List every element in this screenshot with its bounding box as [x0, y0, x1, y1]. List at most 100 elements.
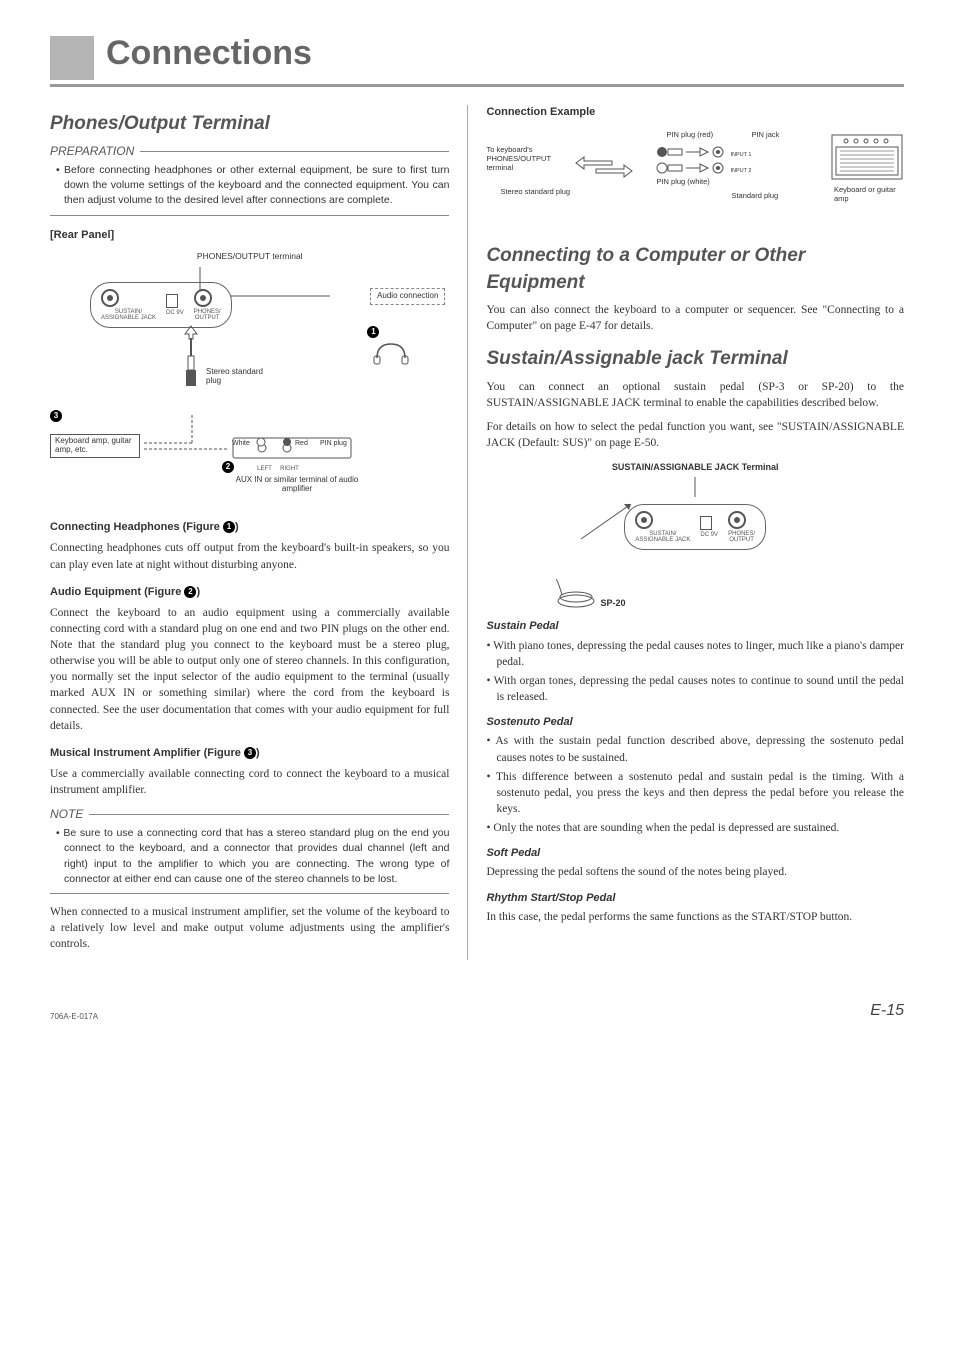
red-plug-label: Red [295, 440, 308, 447]
heading-computer: Connecting to a Computer or Other Equipm… [486, 243, 904, 296]
marker-2-icon: 2 [222, 461, 234, 473]
page-footer: 706A-E-017A E-15 [50, 1000, 904, 1022]
standard-plug-label: Standard plug [731, 191, 778, 200]
white-plug-label: White [232, 440, 250, 447]
amplifier-icon [232, 433, 352, 463]
white-plug-icon [256, 437, 266, 447]
page-title-bar: Connections [50, 30, 904, 80]
phones-jack-label-2: PHONES/ OUTPUT [728, 531, 755, 543]
computer-body: You can also connect the keyboard to a c… [486, 302, 904, 334]
connection-example-heading: Connection Example [486, 105, 904, 120]
sustain-body-2: For details on how to select the pedal f… [486, 419, 904, 451]
rhythm-pedal-heading: Rhythm Start/Stop Pedal [486, 891, 904, 906]
preparation-label: PREPARATION [50, 143, 449, 160]
connecting-headphones-body: Connecting headphones cuts off output fr… [50, 540, 449, 572]
sustain-jack-diagram: SUSTAIN/ASSIGNABLE JACK Terminal SUSTAIN… [486, 459, 904, 609]
preparation-note: Before connecting headphones or other ex… [50, 163, 449, 209]
marker-1-icon: 1 [367, 326, 379, 338]
rhythm-pedal-body: In this case, the pedal performs the sam… [486, 909, 904, 925]
sost-li-1: As with the sustain pedal function descr… [496, 733, 904, 765]
audio-equipment-heading: Audio Equipment (Figure 2) [50, 585, 449, 600]
title-block-accent [50, 36, 94, 80]
input1-label: INPUT 1 [730, 152, 751, 159]
marker-3-icon: 3 [50, 410, 62, 422]
sost-li-3: Only the notes that are sounding when th… [496, 820, 904, 836]
dc-jack-icon-2 [700, 516, 712, 530]
aux-in-label: AUX IN or similar terminal of audio ampl… [232, 476, 362, 494]
marker-3-ref-icon: 3 [244, 747, 256, 759]
sustain-pedal-list: With piano tones, depressing the pedal c… [486, 638, 904, 705]
audio-connection-box: Audio connection [370, 288, 445, 305]
musical-amp-heading: Musical Instrument Amplifier (Figure 3) [50, 746, 449, 761]
footer-code: 706A-E-017A [50, 1011, 98, 1022]
guitar-amp-icon [826, 133, 904, 183]
headphones-icon [371, 340, 411, 366]
marker-2-ref-icon: 2 [184, 586, 196, 598]
sostenuto-list: As with the sustain pedal function descr… [486, 733, 904, 836]
title-rule [50, 84, 904, 87]
arrow-up-icon [183, 324, 199, 340]
marker-1-ref-icon: 1 [223, 521, 235, 533]
audio-connection-label: Audio connection [377, 291, 438, 300]
diagram-connector-line [170, 262, 250, 322]
sostenuto-heading: Sostenuto Pedal [486, 715, 904, 730]
left-column: Phones/Output Terminal PREPARATION Befor… [50, 105, 468, 961]
sustain-jack-icon [101, 289, 119, 307]
kb-guitar-amp-label: Keyboard or guitar amp [834, 185, 904, 203]
phones-jack-icon-2 [728, 511, 746, 529]
red-plug-icon [282, 437, 292, 447]
preparation-text: PREPARATION [50, 143, 134, 160]
audio-equipment-body: Connect the keyboard to an audio equipme… [50, 605, 449, 734]
sustain-li-2: With organ tones, depressing the pedal c… [496, 673, 904, 705]
connecting-headphones-text: Connecting Headphones (Figure [50, 521, 223, 533]
stereo-plug-label: Stereo standard plug [206, 368, 276, 386]
pedal-arrow-icon [576, 494, 646, 544]
stereo-plug-icon [182, 338, 200, 388]
sustain-jack-label: SUSTAIN/ ASSIGNABLE JACK [101, 309, 156, 321]
amp-dashed-lines [144, 413, 244, 458]
to-keyboard-label: To keyboard's PHONES/OUTPUT terminal [486, 145, 576, 172]
note-bullet: Be sure to use a connecting cord that ha… [50, 826, 449, 887]
when-connected-body: When connected to a musical instrument a… [50, 904, 449, 952]
stereo-std-plug-label: Stereo standard plug [500, 187, 570, 196]
note-rule-bottom [50, 893, 449, 894]
connection-example-diagram: To keyboard's PHONES/OUTPUT terminal Ste… [486, 125, 904, 225]
musical-amp-text: Musical Instrument Amplifier (Figure [50, 747, 244, 759]
sustain-li-1: With piano tones, depressing the pedal c… [496, 638, 904, 670]
pin-plug-white-label: PIN plug (white) [656, 177, 709, 186]
red-pin-row-icon [656, 145, 726, 159]
heading-sustain-jack: Sustain/Assignable jack Terminal [486, 346, 904, 373]
pin-plug-red-label: PIN plug (red) [666, 130, 713, 139]
note-label: NOTE [50, 806, 449, 823]
sustain-pointer-line [693, 477, 697, 497]
sustain-terminal-label: SUSTAIN/ASSIGNABLE JACK Terminal [486, 463, 904, 473]
musical-amp-body: Use a commercially available connecting … [50, 766, 449, 798]
pin-plug-label: PIN plug [320, 440, 347, 447]
keyboard-amp-box: Keyboard amp, guitar amp, etc. [50, 434, 140, 458]
right-column: Connection Example To keyboard's PHONES/… [468, 105, 904, 961]
sp20-label: SP-20 [600, 599, 625, 609]
footer-page-number: E-15 [870, 1000, 904, 1022]
note-text: NOTE [50, 806, 83, 823]
audio-connection-line [230, 295, 330, 297]
page-title: Connections [106, 30, 312, 80]
soft-pedal-body: Depressing the pedal softens the sound o… [486, 864, 904, 880]
input2-label: INPUT 2 [730, 168, 751, 175]
white-pin-row-icon [656, 161, 726, 175]
rear-panel-label: [Rear Panel] [50, 228, 449, 243]
amp-left-label: LEFT [252, 466, 277, 473]
pedal-icon [556, 579, 596, 609]
rear-panel-diagram: PHONES/OUTPUT terminal SUSTAIN/ ASSIGNAB… [50, 248, 449, 508]
sustain-pedal-heading: Sustain Pedal [486, 619, 904, 634]
to-keyboard-text: To keyboard's PHONES/OUTPUT terminal [486, 145, 550, 172]
preparation-rule-bottom [50, 215, 449, 216]
dc-jack-label-2: DC 9V [700, 532, 718, 538]
phones-output-terminal-label: PHONES/OUTPUT terminal [50, 252, 449, 261]
sustain-body-1: You can connect an optional sustain peda… [486, 379, 904, 411]
audio-equipment-text: Audio Equipment (Figure [50, 586, 184, 598]
soft-pedal-heading: Soft Pedal [486, 846, 904, 861]
pin-jack-label: PIN jack [751, 130, 779, 139]
sost-li-2: This difference between a sostenuto peda… [496, 769, 904, 817]
connecting-headphones-heading: Connecting Headphones (Figure 1) [50, 520, 449, 535]
bidir-arrow-icon [574, 155, 634, 179]
